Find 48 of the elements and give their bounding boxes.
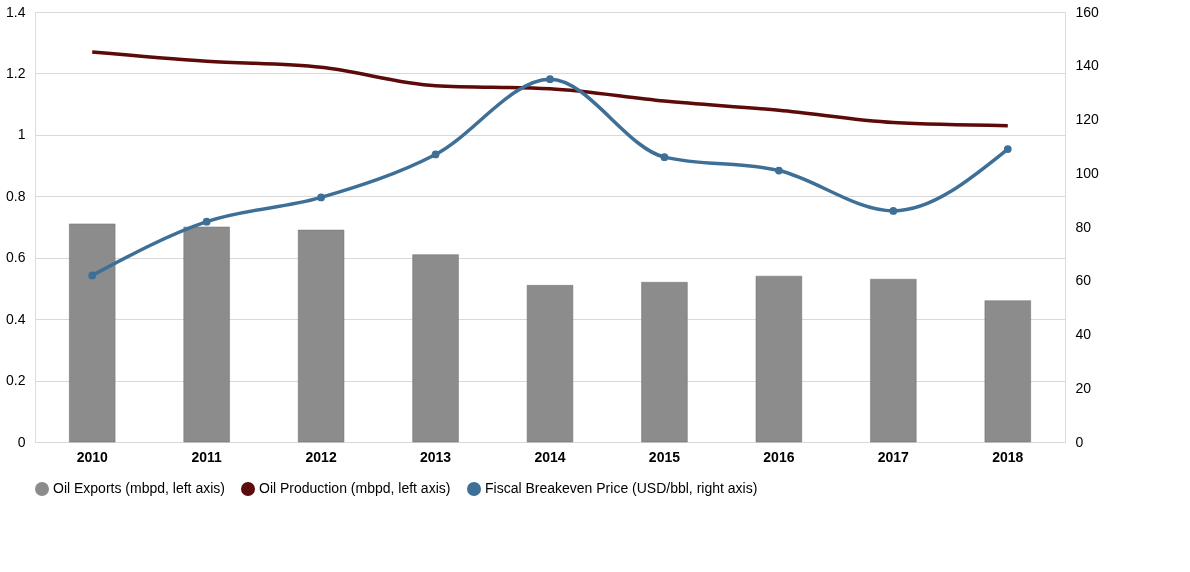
point [1003,145,1012,153]
y-tick-label: 0.2 [6,372,26,389]
y-tick-label: 0.4 [6,310,26,327]
point [546,75,554,84]
point [889,207,898,215]
x-tick-label: 2014 [534,448,566,465]
x-tick-label: 2012 [305,448,337,465]
bar [755,275,803,443]
bar [183,226,230,443]
point [431,150,440,159]
x-tick-label: 2015 [648,448,681,465]
x-tick-label: 2013 [419,448,452,465]
bar [69,223,116,443]
point [317,193,325,202]
y2-tick-label: 0 [1075,433,1084,450]
bar [297,229,345,443]
x-tick-label: 2011 [191,448,223,465]
legend-label: Oil Production (mbpd, left axis) [259,480,451,496]
y2-tick-label: 140 [1075,57,1100,74]
bar [984,300,1031,443]
y-tick-label: 1.2 [6,64,26,81]
line-series [90,50,1010,128]
y2-tick-label: 80 [1075,218,1092,235]
point [202,217,211,226]
y2-tick-label: 160 [1075,3,1100,20]
x-tick-label: 2016 [763,448,795,465]
point [660,153,669,161]
x-tick-label: 2010 [76,448,108,465]
x-tick-label: 2018 [992,448,1024,465]
y2-tick-label: 120 [1075,111,1100,127]
bar [641,282,688,443]
bar [412,254,459,443]
bar [526,285,574,443]
y-tick-label: 0 [17,433,26,450]
point [88,271,97,280]
y-tick-label: 1.4 [6,3,26,20]
y2-tick-label: 60 [1075,272,1092,289]
y-tick-label: 0.8 [6,187,26,204]
point [775,166,783,175]
y-tick-label: 1 [17,126,26,143]
y-tick-label: 0.6 [6,249,26,266]
x-tick-label: 2017 [877,448,910,465]
bar [870,278,917,443]
legend-label: Fiscal Breakeven Price (USD/bbl, right axis) [485,480,758,496]
y2-tick-label: 100 [1075,164,1100,181]
legend-label: Oil Exports (mbpd, left axis) [53,480,225,496]
y2-tick-label: 40 [1075,326,1092,342]
y2-tick-label: 20 [1075,379,1092,396]
